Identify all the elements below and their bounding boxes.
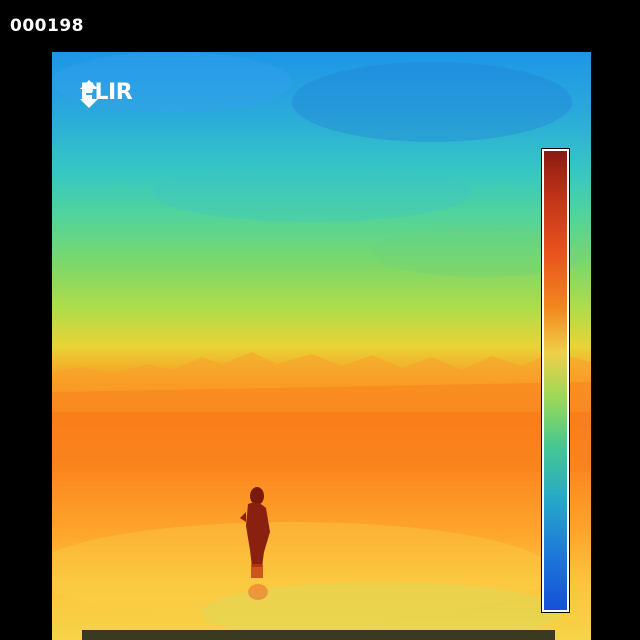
person-silhouette-icon [240, 487, 270, 600]
bottom-status-strip [82, 630, 555, 640]
temperature-color-scale [541, 148, 570, 613]
frame-counter: 000198 [10, 16, 84, 36]
flir-arrows-icon [80, 80, 98, 108]
flir-logo: FLIR [80, 80, 133, 108]
thermal-scene [52, 52, 591, 640]
thermal-image-view: FLIR [52, 52, 591, 640]
